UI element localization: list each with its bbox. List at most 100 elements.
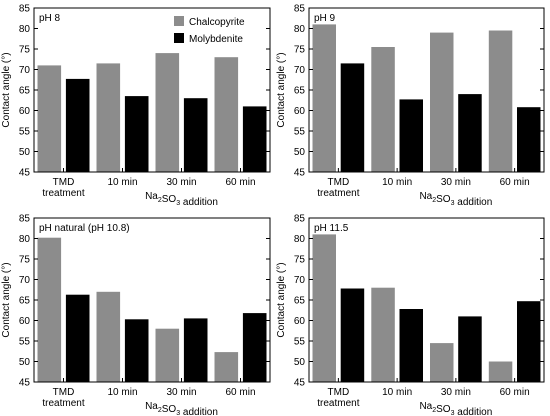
molybdenite-bar <box>183 98 208 172</box>
y-tick-label: 85 <box>19 4 31 15</box>
y-tick-label: 80 <box>19 234 31 245</box>
legend-label: Molybdenite <box>189 34 243 45</box>
y-axis-label: Contact angle (°) <box>1 262 12 337</box>
y-tick-label: 85 <box>294 4 306 15</box>
y-tick-label: 50 <box>294 147 306 158</box>
x-tick-label: 30 min <box>166 387 196 398</box>
y-tick-label: 85 <box>19 214 31 225</box>
molybdenite-bar <box>399 309 423 382</box>
molybdenite-bar <box>517 301 541 382</box>
molybdenite-bar <box>183 318 208 382</box>
y-tick-label: 55 <box>19 337 31 348</box>
chalcopyrite-bar <box>96 291 121 382</box>
y-tick-label: 55 <box>294 337 306 348</box>
y-tick-label: 65 <box>294 86 306 97</box>
y-tick-label: 75 <box>19 45 31 56</box>
x-tick-label: 30 min <box>441 387 471 398</box>
legend-label: Chalcopyrite <box>189 17 245 28</box>
x-tick-label: 60 min <box>500 387 530 398</box>
chalcopyrite-bar <box>312 234 336 382</box>
molybdenite-bar <box>340 63 365 173</box>
y-tick-label: 60 <box>294 106 306 117</box>
chalcopyrite-bar <box>214 57 239 173</box>
panel-title: pH natural (pH 10.8) <box>39 223 130 234</box>
molybdenite-bar <box>458 316 482 382</box>
x-tick-label: 60 min <box>225 177 255 188</box>
x-tick-label: 30 min <box>166 177 196 188</box>
molybdenite-bar <box>517 107 541 172</box>
x-tick-label: treatment <box>42 188 84 199</box>
x-tick-label: treatment <box>317 398 359 409</box>
y-tick-label: 75 <box>19 255 31 266</box>
y-axis-label: Contact angle (°) <box>1 52 12 127</box>
chalcopyrite-bar <box>488 361 513 382</box>
y-tick-label: 45 <box>19 168 31 179</box>
chalcopyrite-bar <box>371 287 395 382</box>
y-tick-label: 75 <box>294 45 306 56</box>
molybdenite-bar <box>65 78 90 172</box>
y-tick-label: 70 <box>294 275 306 286</box>
x-tick-label: 10 min <box>382 387 412 398</box>
panel-title: pH 8 <box>39 13 61 24</box>
x-tick-label: 30 min <box>441 177 471 188</box>
x-tick-label: TMD <box>328 177 350 188</box>
y-tick-label: 70 <box>19 275 31 286</box>
x-tick-label: TMD <box>328 387 350 398</box>
molybdenite-bar <box>124 96 149 172</box>
x-tick-label: TMD <box>53 177 75 188</box>
y-tick-label: 70 <box>294 65 306 76</box>
x-tick-label: 10 min <box>107 387 137 398</box>
chalcopyrite-bar <box>430 343 454 382</box>
y-tick-label: 65 <box>294 296 306 307</box>
y-tick-label: 60 <box>294 316 306 327</box>
x-tick-label: TMD <box>53 387 75 398</box>
y-tick-label: 80 <box>294 24 306 35</box>
y-tick-label: 55 <box>19 127 31 138</box>
x-tick-label: 60 min <box>225 387 255 398</box>
y-tick-label: 80 <box>19 24 31 35</box>
x-tick-label: 10 min <box>382 177 412 188</box>
molybdenite-bar <box>242 313 267 382</box>
y-tick-label: 50 <box>294 357 306 368</box>
y-tick-label: 65 <box>19 296 31 307</box>
x-group-label: Na2SO3 addition <box>419 401 492 416</box>
y-tick-label: 50 <box>19 357 31 368</box>
molybdenite-bar <box>399 99 423 172</box>
x-tick-label: treatment <box>317 188 359 199</box>
chalcopyrite-bar <box>488 30 513 172</box>
y-tick-label: 45 <box>294 168 306 179</box>
panel-title: pH 9 <box>314 13 336 24</box>
chalcopyrite-bar <box>96 63 121 173</box>
y-tick-label: 70 <box>19 65 31 76</box>
x-group-label: Na2SO3 addition <box>419 191 492 208</box>
chalcopyrite-legend-swatch <box>174 16 184 26</box>
y-axis-label: Contact angle (°) <box>276 262 287 337</box>
x-tick-label: treatment <box>42 398 84 409</box>
chalcopyrite-bar <box>312 24 336 173</box>
chalcopyrite-bar <box>37 65 62 172</box>
panel-title: pH 11.5 <box>314 223 349 234</box>
chalcopyrite-bar <box>155 53 180 172</box>
chalcopyrite-bar <box>371 47 395 172</box>
chalcopyrite-bar <box>430 32 454 172</box>
molybdenite-bar <box>65 294 90 382</box>
x-tick-label: 60 min <box>500 177 530 188</box>
y-axis-label: Contact angle (°) <box>276 52 287 127</box>
legend: Chalcopyrite Molybdenite <box>174 16 245 45</box>
y-tick-label: 85 <box>294 214 306 225</box>
y-tick-label: 45 <box>19 378 31 389</box>
chalcopyrite-bar <box>37 237 62 382</box>
chalcopyrite-bar <box>214 352 239 382</box>
y-tick-label: 65 <box>19 86 31 97</box>
molybdenite-bar <box>458 94 482 172</box>
y-tick-label: 55 <box>294 127 306 138</box>
molybdenite-bar <box>242 106 267 172</box>
x-group-label: Na2SO3 addition <box>145 191 218 208</box>
molybdenite-bar <box>124 319 149 382</box>
y-tick-label: 60 <box>19 106 31 117</box>
y-tick-label: 80 <box>294 234 306 245</box>
x-tick-label: 10 min <box>107 177 137 188</box>
